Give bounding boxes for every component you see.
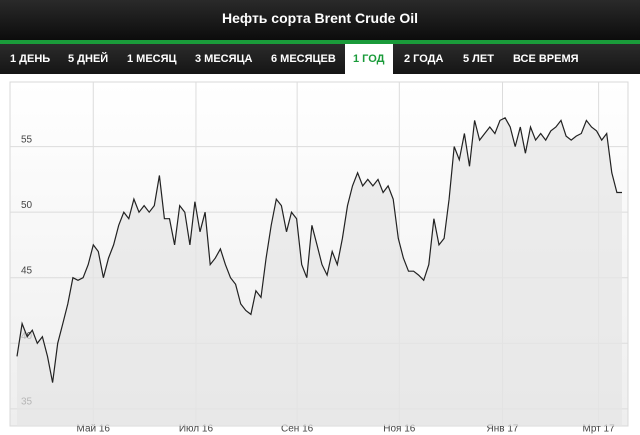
range-tab[interactable]: 1 ДЕНЬ — [10, 53, 51, 65]
accent-bar — [0, 40, 640, 44]
range-tab[interactable]: ВСЕ ВРЕМЯ — [513, 53, 579, 65]
y-tick-label: 55 — [21, 134, 33, 145]
x-tick-label: Сен 16 — [281, 424, 314, 435]
range-tab[interactable]: 5 ЛЕТ — [463, 53, 494, 65]
range-tab[interactable]: 3 МЕСЯЦА — [195, 53, 253, 65]
x-tick-label: Июл 16 — [179, 424, 214, 435]
y-tick-label: 50 — [21, 200, 33, 211]
x-tick-label: Мрт 17 — [583, 424, 616, 435]
x-tick-label: Янв 17 — [487, 424, 519, 435]
price-line — [16, 117, 622, 383]
range-tab[interactable]: 1 МЕСЯЦ — [127, 53, 177, 65]
tab-bar: 1 ДЕНЬ 5 ДНЕЙ 1 МЕСЯЦ 3 МЕСЯЦА 6 МЕСЯЦЕВ 1 ГО… — [0, 44, 640, 75]
x-tick-label: Ноя 16 — [383, 424, 416, 435]
y-tick-label: 45 — [21, 265, 33, 276]
chart-title: Нефть сорта Brent Crude Oil — [0, 0, 640, 40]
x-tick-label: Май 16 — [77, 424, 111, 435]
range-tab[interactable]: 2 ГОДА — [404, 53, 444, 65]
area-fill — [17, 117, 622, 427]
range-tab[interactable]: 5 ДНЕЙ — [68, 53, 109, 65]
range-tab[interactable]: 6 МЕСЯЦЕВ — [271, 53, 336, 65]
range-tab[interactable]: 1 ГОД — [345, 44, 393, 75]
